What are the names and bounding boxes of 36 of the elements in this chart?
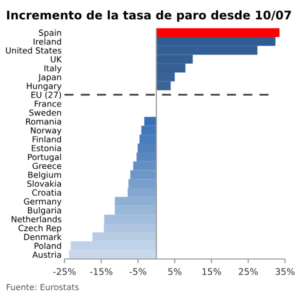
y-tick-label: Germany [24,198,62,206]
y-tick-label: Estonia [32,144,61,152]
y-tick-label: Japan [38,74,62,82]
y-tick-label: Hungary [26,82,62,91]
y-tick-label: Sweden [29,109,62,116]
x-tick-label: 25% [238,268,258,276]
y-tick-label: Italy [44,64,62,73]
y-tick-label: United States [6,47,62,54]
bar [156,28,280,37]
y-tick-label: Norway [30,127,62,136]
x-tick-label: -5% [130,268,146,276]
y-tick-label: Finland [32,136,61,142]
y-tick-label: Slovakia [27,180,61,187]
y-tick-label: Poland [34,242,61,249]
y-tick-label: Netherlands [12,216,62,222]
source-note: Fuente: Eurostats [6,284,79,290]
y-tick-label: UK [50,56,62,62]
y-tick-label: France [34,100,62,107]
y-tick-label: EU (27) [31,92,62,99]
y-tick-label: Bulgaria [28,206,61,216]
y-tick-label: Greece [32,162,62,170]
y-tick-label: Spain [38,29,62,38]
x-tick-label: -15% [90,268,112,276]
y-tick-label: Romania [26,118,61,125]
x-tick-label: 5% [168,268,182,276]
y-tick-label: Czech Rep [18,224,62,233]
x-tick-label: -25% [53,268,76,276]
y-tick-label: Ireland [34,38,61,45]
y-tick-label: Portugal [28,154,61,162]
y-tick-label: Denmark [24,234,62,240]
x-tick-label: 35% [276,268,295,276]
y-tick-label: Austria [32,251,61,258]
y-tick-label: Croatia [32,189,61,196]
x-tick-label: 15% [202,268,222,276]
chart-title: Incremento de la tasa de paro desde 10/07 [7,10,291,22]
y-tick-label: Belgium [28,171,62,180]
